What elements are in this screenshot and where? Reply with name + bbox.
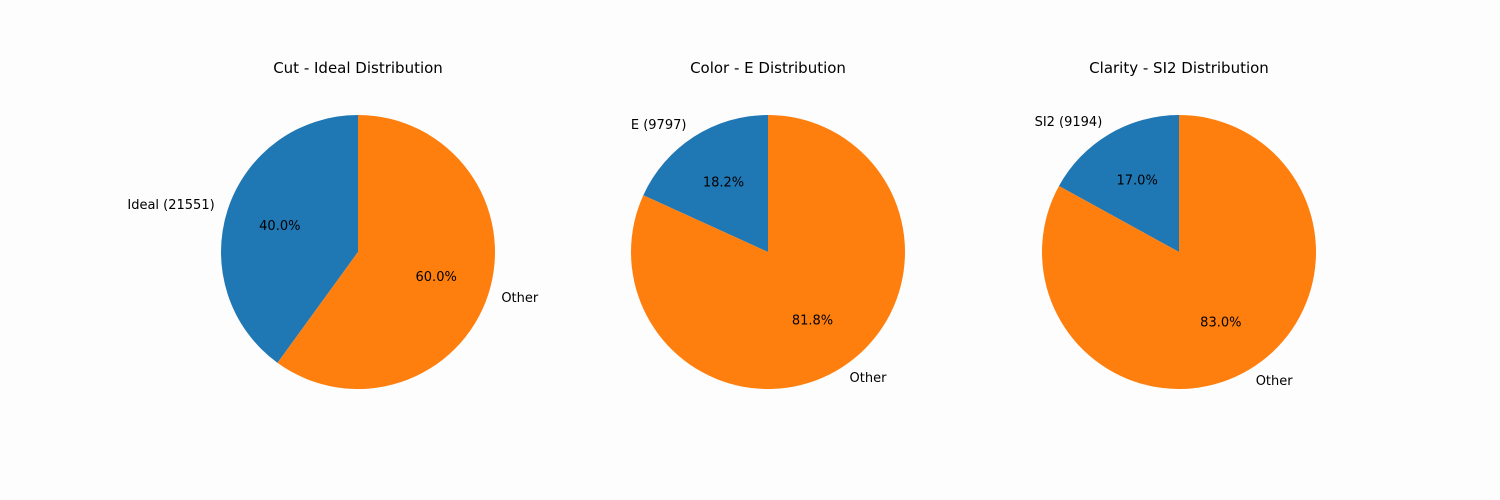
chart-title: Clarity - SI2 Distribution <box>1089 59 1269 77</box>
slice-label: Other <box>1256 374 1294 389</box>
slice-label: Other <box>850 371 888 386</box>
pie-slice-other <box>631 115 906 389</box>
pie-slice-si2 <box>1058 115 1179 252</box>
slice-percentage: 60.0% <box>416 270 457 285</box>
slice-percentage: 40.0% <box>259 219 300 234</box>
slice-label: Other <box>501 291 539 306</box>
pie-chart-2: Color - E Distribution E (9797) 18.2% Other… <box>631 59 906 389</box>
slice-label: E (9797) <box>631 118 687 133</box>
pie-chart-3: Clarity - SI2 Distribution SI2 (9194) 17.0… <box>1035 59 1317 390</box>
slice-label: SI2 (9194) <box>1035 115 1103 130</box>
pie-slice-e <box>643 115 768 252</box>
pie-slice-other <box>1042 115 1317 390</box>
slice-label: Ideal (21551) <box>127 198 214 213</box>
pie-chart-1: Cut - Ideal Distribution Ideal (21551) 40.… <box>127 59 539 390</box>
slice-percentage: 83.0% <box>1200 315 1241 330</box>
slice-percentage: 17.0% <box>1117 174 1158 189</box>
chart-title: Cut - Ideal Distribution <box>273 59 443 77</box>
slice-percentage: 81.8% <box>792 314 833 329</box>
pie-slice-other <box>277 115 495 390</box>
pie-slice-ideal <box>221 115 358 363</box>
slice-percentage: 18.2% <box>703 175 744 190</box>
chart-title: Color - E Distribution <box>690 59 846 77</box>
